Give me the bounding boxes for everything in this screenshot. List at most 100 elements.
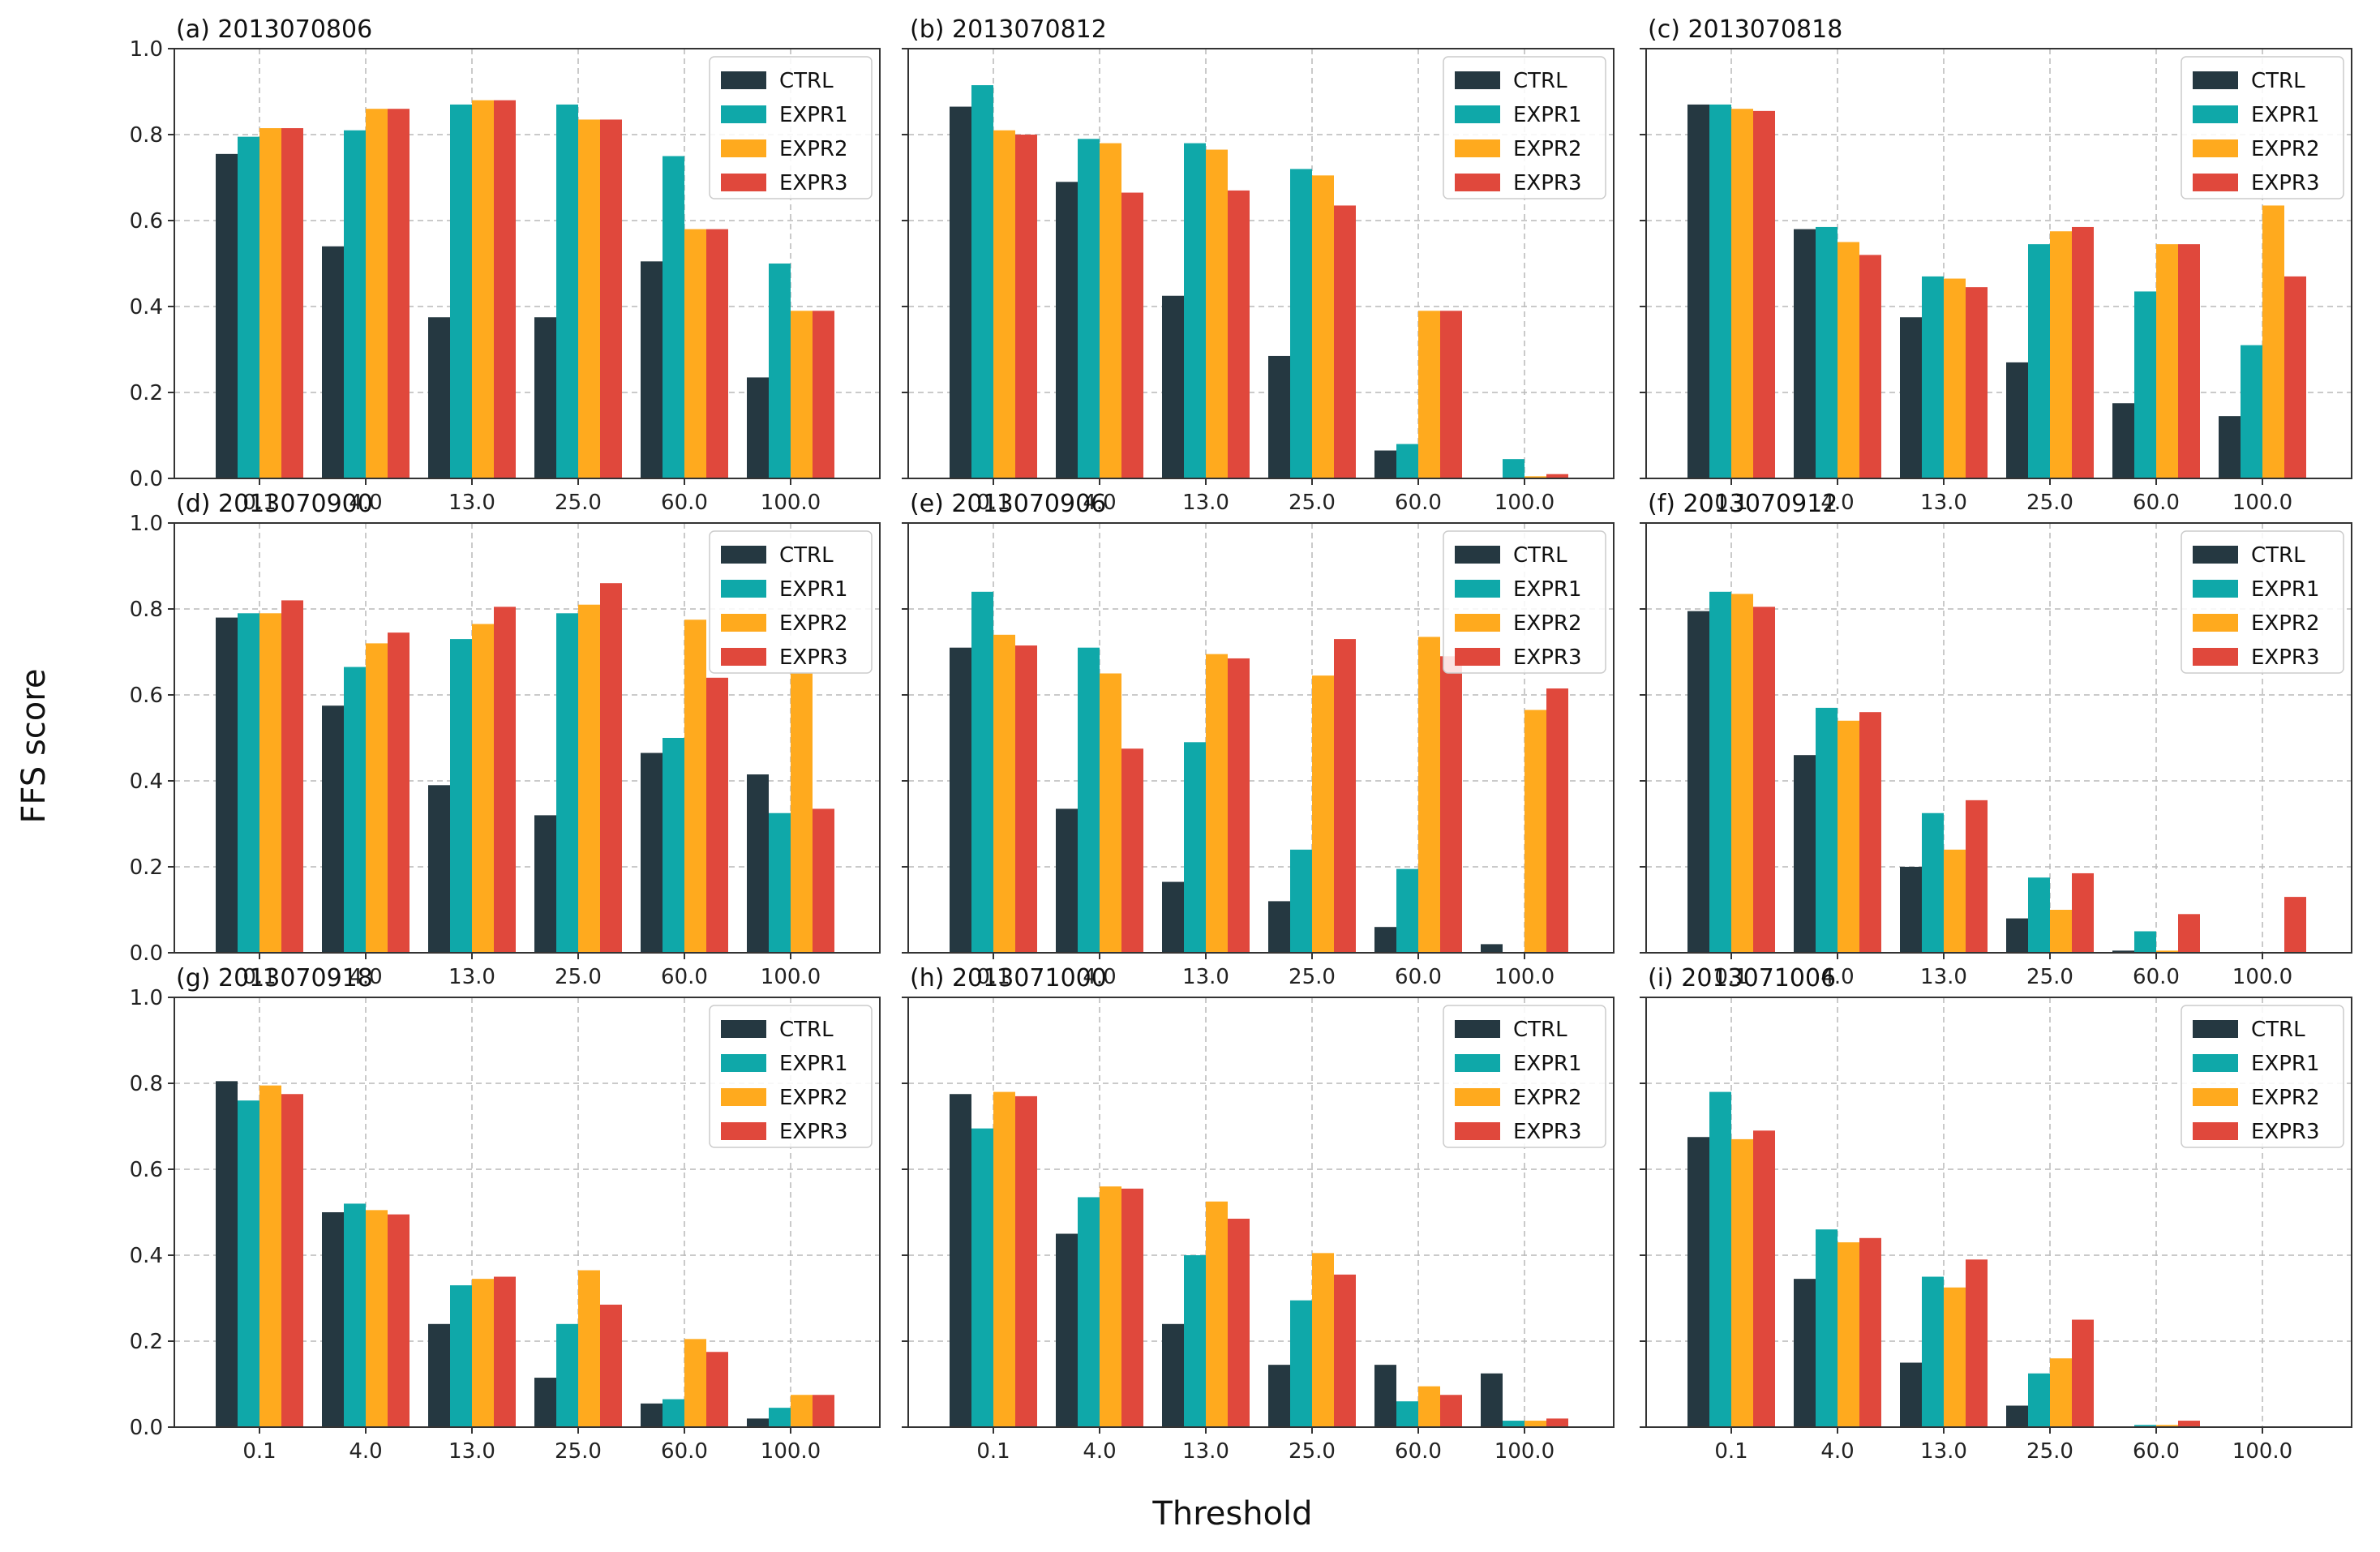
x-tick-label: 0.1 <box>976 491 1010 515</box>
legend-label-expr1: EXPR1 <box>779 103 848 127</box>
legend-swatch-expr3 <box>721 648 766 666</box>
bar-expr2-5 <box>791 1395 813 1427</box>
bar-expr3-2 <box>494 1276 516 1427</box>
bar-expr3-3 <box>2072 872 2094 953</box>
bar-expr1-3 <box>2028 244 2050 478</box>
bar-expr2-5 <box>1524 476 1546 478</box>
bar-expr3-1 <box>388 632 410 953</box>
bar-expr2-0 <box>1731 1138 1753 1427</box>
bar-ctrl-1 <box>1056 1233 1078 1427</box>
bar-expr2-3 <box>2050 910 2072 953</box>
legend-swatch-ctrl <box>2193 1020 2238 1038</box>
bar-expr3-1 <box>1859 1237 1881 1427</box>
y-tick-label: 1.0 <box>130 986 163 1010</box>
bar-expr1-0 <box>971 591 993 953</box>
x-tick-label: 100.0 <box>2232 1439 2292 1464</box>
legend-box <box>2181 56 2344 199</box>
x-tick-label: 4.0 <box>1083 965 1116 989</box>
bar-expr3-2 <box>1966 287 1988 478</box>
bar-ctrl-1 <box>322 1212 344 1427</box>
bar-ctrl-5 <box>747 377 769 478</box>
panel-title: (c) 2013070818 <box>1648 15 1842 44</box>
bar-expr2-2 <box>1944 278 1966 478</box>
legend-swatch-expr1 <box>721 580 766 598</box>
bar-expr2-4 <box>684 1339 706 1427</box>
legend-box <box>709 56 873 199</box>
bar-expr3-3 <box>600 119 622 478</box>
legend: CTRL EXPR1 EXPR2 EXPR3 <box>709 530 873 674</box>
x-tick-label: 60.0 <box>661 491 708 515</box>
legend-box <box>2181 530 2344 674</box>
bar-ctrl-1 <box>1794 229 1816 478</box>
bar-ctrl-4 <box>2112 950 2134 953</box>
y-tick-label: 0.0 <box>130 467 163 491</box>
bar-expr3-5 <box>1546 474 1568 478</box>
legend-swatch-expr2 <box>721 139 766 157</box>
legend-label-expr3: EXPR3 <box>779 645 848 670</box>
y-tick-label: 0.4 <box>130 295 163 319</box>
x-tick-label: 25.0 <box>1289 491 1336 515</box>
bar-expr3-1 <box>1859 255 1881 478</box>
bar-expr3-0 <box>281 600 303 953</box>
bar-expr3-0 <box>1753 607 1775 953</box>
legend-label-ctrl: CTRL <box>779 1018 834 1042</box>
bar-expr1-2 <box>1184 1255 1206 1427</box>
y-tick-label: 0.4 <box>130 1244 163 1268</box>
x-tick-label: 4.0 <box>1083 1439 1116 1464</box>
legend-label-ctrl: CTRL <box>1513 69 1567 93</box>
x-tick-label: 13.0 <box>1920 1439 1967 1464</box>
bar-ctrl-3 <box>1268 901 1290 953</box>
bar-expr2-4 <box>684 620 706 953</box>
bar-ctrl-1 <box>1794 1279 1816 1427</box>
bar-expr2-2 <box>472 100 494 478</box>
legend-swatch-expr3 <box>1455 1122 1500 1140</box>
bar-expr1-4 <box>2134 931 2156 953</box>
legend-swatch-expr3 <box>2193 648 2238 666</box>
legend-swatch-expr2 <box>2193 1088 2238 1106</box>
bar-expr1-2 <box>450 639 472 953</box>
bar-expr1-3 <box>2028 877 2050 953</box>
bar-ctrl-1 <box>1794 755 1816 953</box>
x-tick-label: 4.0 <box>1820 965 1854 989</box>
bar-expr1-4 <box>2134 291 2156 478</box>
legend-label-expr2: EXPR2 <box>779 611 848 636</box>
legend-swatch-ctrl <box>721 71 766 89</box>
bar-expr1-1 <box>1078 647 1100 953</box>
bar-expr3-2 <box>1966 1259 1988 1427</box>
bar-expr2-0 <box>993 634 1015 953</box>
bar-expr2-0 <box>1731 109 1753 478</box>
legend-box <box>1443 1005 1606 1148</box>
bar-ctrl-4 <box>641 261 663 478</box>
bar-expr2-2 <box>472 1279 494 1427</box>
legend-label-expr1: EXPR1 <box>779 1052 848 1076</box>
panel-title: (b) 2013070812 <box>910 15 1107 44</box>
x-tick-label: 4.0 <box>1083 491 1116 515</box>
x-tick-label: 60.0 <box>2133 491 2180 515</box>
x-tick-label: 100.0 <box>2232 491 2292 515</box>
bar-expr1-4 <box>1396 1401 1418 1427</box>
bar-ctrl-1 <box>322 705 344 953</box>
bar-expr1-2 <box>1922 276 1944 478</box>
x-tick-label: 0.1 <box>1714 965 1747 989</box>
legend: CTRL EXPR1 EXPR2 EXPR3 <box>1443 530 1606 674</box>
legend-swatch-expr2 <box>1455 1088 1500 1106</box>
bar-expr2-2 <box>1944 849 1966 953</box>
bar-ctrl-3 <box>2006 918 2028 953</box>
legend-swatch-expr2 <box>1455 139 1500 157</box>
bar-expr2-1 <box>1100 1186 1121 1427</box>
x-tick-label: 13.0 <box>1182 491 1229 515</box>
legend-swatch-ctrl <box>2193 71 2238 89</box>
bar-expr1-1 <box>1816 226 1838 478</box>
bar-expr1-1 <box>1078 1197 1100 1427</box>
bar-expr3-4 <box>1440 311 1462 478</box>
y-tick-label: 0.4 <box>130 770 163 794</box>
x-axis-label: Threshold <box>1151 1495 1312 1533</box>
bar-expr3-1 <box>388 109 410 478</box>
legend-label-expr1: EXPR1 <box>1513 577 1582 602</box>
y-tick-label: 1.0 <box>130 37 163 62</box>
bar-expr3-4 <box>706 1352 728 1427</box>
legend-swatch-expr1 <box>721 1054 766 1072</box>
panel-f: 0.1 4.0 13.0 25.0 60.0 100.0 (f) 2013070912 CTR… <box>1640 490 2352 989</box>
legend: CTRL EXPR1 EXPR2 EXPR3 <box>709 1005 873 1148</box>
bar-expr1-1 <box>1816 707 1838 953</box>
